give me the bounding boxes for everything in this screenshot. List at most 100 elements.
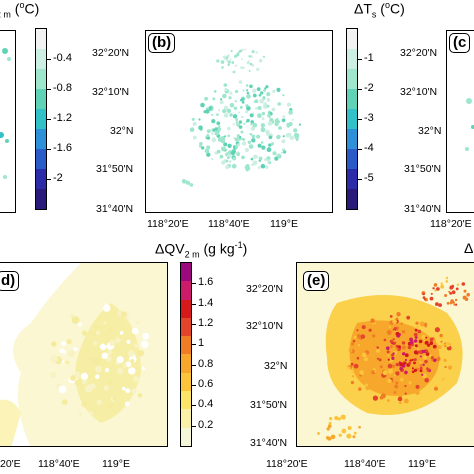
map-cell bbox=[411, 367, 414, 370]
map-cell bbox=[406, 315, 411, 320]
map-cell bbox=[67, 349, 76, 358]
map-cell bbox=[229, 113, 233, 117]
map-cell bbox=[238, 125, 243, 129]
map-cell bbox=[408, 373, 413, 378]
map-cell bbox=[430, 292, 433, 295]
map-panel-d: d) bbox=[0, 262, 168, 447]
map-cell bbox=[250, 157, 254, 161]
map-cell bbox=[289, 135, 295, 140]
map-cell bbox=[73, 347, 78, 352]
map-cell bbox=[440, 340, 443, 343]
map-cell bbox=[255, 106, 258, 110]
map-cell bbox=[373, 323, 376, 326]
map-cell bbox=[364, 357, 368, 362]
map-cell bbox=[261, 124, 264, 128]
colorbar-tick bbox=[192, 283, 196, 285]
map-cell bbox=[351, 375, 355, 378]
panel-label-e: (e) bbox=[303, 271, 330, 291]
map-cell bbox=[411, 358, 414, 361]
map-cell bbox=[249, 84, 253, 89]
map-cell bbox=[401, 330, 406, 334]
map-cell bbox=[239, 49, 243, 53]
map-cell bbox=[350, 380, 354, 385]
map-cell bbox=[234, 100, 237, 103]
map-cell bbox=[413, 368, 417, 372]
lat-label: 31°40'N bbox=[250, 437, 288, 449]
map-cell bbox=[424, 377, 429, 383]
map-cell bbox=[109, 339, 116, 346]
map-cell bbox=[368, 328, 372, 332]
colorbar-tick bbox=[192, 344, 196, 346]
map-cell bbox=[276, 87, 281, 92]
map-cell bbox=[256, 87, 261, 91]
map-cell bbox=[99, 343, 107, 351]
title-ts: ΔTs (oC) bbox=[354, 0, 405, 20]
map-cell bbox=[260, 163, 266, 169]
map-cell bbox=[352, 435, 356, 439]
map-cell bbox=[122, 386, 126, 391]
map-cell bbox=[81, 379, 87, 385]
map-cell bbox=[360, 334, 366, 339]
map-cell bbox=[419, 355, 422, 358]
colorbar-segment bbox=[36, 149, 46, 169]
map-cell bbox=[434, 386, 438, 391]
colorbar-tick-label: -0.4 bbox=[53, 52, 72, 64]
map-cell bbox=[223, 105, 229, 111]
map-cell bbox=[418, 339, 423, 344]
map-cell bbox=[444, 365, 447, 369]
map-cell bbox=[450, 299, 454, 303]
map-cell bbox=[414, 328, 418, 332]
map-cell bbox=[403, 361, 407, 365]
map-cell bbox=[251, 138, 256, 143]
map-cell bbox=[262, 55, 266, 58]
map-cell bbox=[466, 292, 470, 297]
lon-label: 118°40'E bbox=[344, 458, 386, 470]
map-cell bbox=[189, 127, 195, 133]
colorbar-tick bbox=[358, 149, 362, 150]
map-cell bbox=[327, 424, 332, 428]
colorbar-tick-label: -5 bbox=[364, 172, 374, 184]
map-cell bbox=[204, 96, 208, 101]
map-cell bbox=[50, 341, 57, 347]
map-cell bbox=[444, 294, 448, 297]
colorbar-segment bbox=[36, 129, 46, 149]
map-cell bbox=[403, 398, 409, 404]
map-cell bbox=[122, 363, 127, 368]
map-cell bbox=[142, 332, 150, 340]
colorbar-segment bbox=[36, 49, 46, 69]
colorbar-segment bbox=[181, 427, 191, 446]
map-cell bbox=[337, 417, 341, 421]
lat-label: 32°10'N bbox=[92, 86, 130, 98]
map-cell bbox=[211, 113, 214, 116]
map-cell bbox=[216, 149, 221, 154]
colorbar-t2m bbox=[35, 28, 47, 210]
colorbar-segment bbox=[181, 354, 191, 373]
colorbar-tick-label: 0.6 bbox=[198, 378, 214, 390]
map-cell bbox=[245, 110, 249, 114]
map-cell bbox=[89, 357, 94, 362]
map-cell bbox=[374, 370, 377, 373]
map-cell bbox=[441, 343, 445, 347]
map-cell bbox=[224, 58, 227, 61]
colorbar-tick-label: 1.2 bbox=[198, 317, 214, 329]
map-cell bbox=[141, 366, 146, 371]
map-cell bbox=[298, 123, 301, 126]
map-cell bbox=[438, 303, 442, 307]
map-cell bbox=[105, 368, 109, 373]
map-cell bbox=[454, 298, 458, 302]
map-cell bbox=[131, 388, 137, 394]
map-cell bbox=[206, 145, 211, 150]
map-cell bbox=[286, 124, 290, 128]
map-cell bbox=[317, 432, 320, 435]
map-cell bbox=[373, 330, 378, 335]
map-cell bbox=[361, 325, 366, 330]
colorbar-segment bbox=[347, 89, 357, 109]
map-cell bbox=[392, 319, 397, 324]
map-cell bbox=[124, 401, 130, 407]
map-cell bbox=[387, 358, 390, 361]
map-cell bbox=[413, 358, 417, 362]
map-cell bbox=[131, 327, 139, 335]
map-cell bbox=[220, 60, 225, 64]
map-cell bbox=[432, 287, 435, 290]
map-cell bbox=[341, 428, 347, 434]
